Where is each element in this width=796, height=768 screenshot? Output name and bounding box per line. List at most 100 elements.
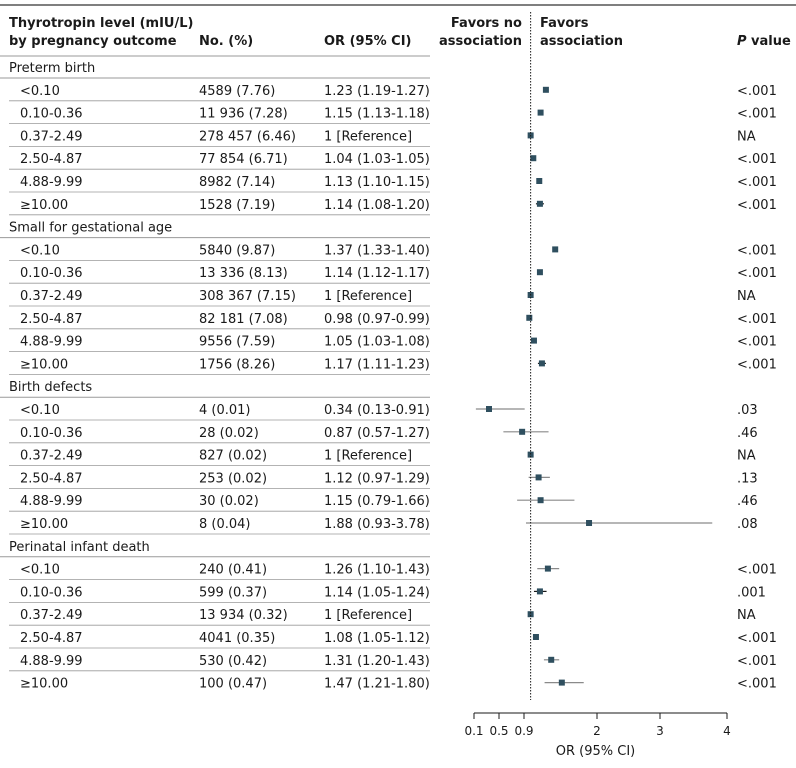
x-axis-tick-label: 0.5 [489, 724, 508, 738]
or-marker [537, 109, 544, 116]
row-pvalue: <.001 [737, 563, 777, 578]
row-label: <0.10 [20, 403, 60, 418]
or-marker [530, 155, 537, 162]
or-marker [530, 337, 537, 344]
row-pvalue: <.001 [737, 243, 777, 258]
row-count: 1756 (8.26) [199, 357, 275, 372]
or-marker [536, 200, 543, 207]
row-or: 0.98 (0.97-0.99) [324, 312, 430, 327]
row-pvalue: <.001 [737, 152, 777, 167]
row-pvalue: <.001 [737, 357, 777, 372]
row-count: 5840 (9.87) [199, 243, 275, 258]
or-marker [486, 406, 492, 412]
row-pvalue: <.001 [737, 631, 777, 646]
row-or: 1 [Reference] [324, 289, 412, 304]
row-or: 0.87 (0.57-1.27) [324, 426, 430, 441]
row-pvalue: <.001 [737, 107, 777, 122]
row-pvalue: .08 [737, 517, 758, 532]
group-heading: Perinatal infant death [9, 540, 150, 555]
row-or: 1.13 (1.10-1.15) [324, 175, 430, 190]
row-or: 1.14 (1.08-1.20) [324, 198, 430, 213]
x-axis-tick-label: 0.1 [464, 724, 483, 738]
row-or: 1 [Reference] [324, 129, 412, 144]
or-marker [527, 451, 534, 458]
or-marker [542, 86, 549, 93]
row-label: ≥10.00 [20, 357, 68, 372]
or-marker [586, 520, 593, 526]
row-label: <0.10 [20, 84, 60, 99]
row-or: 1.17 (1.11-1.23) [324, 357, 430, 372]
x-axis-tick-label: 4 [723, 724, 731, 738]
or-marker [532, 634, 539, 640]
row-label: <0.10 [20, 563, 60, 578]
row-count: 4 (0.01) [199, 403, 251, 418]
row-label: 4.88-9.99 [20, 335, 83, 350]
row-count: 4589 (7.76) [199, 84, 275, 99]
or-marker [536, 588, 543, 595]
x-axis-label: OR (95% CI) [556, 744, 635, 759]
plot-area [475, 12, 713, 700]
header-or: OR (95% CI) [324, 34, 412, 49]
row-or: 1.31 (1.20-1.43) [324, 654, 430, 669]
group-heading: Birth defects [9, 380, 92, 395]
or-marker [544, 565, 551, 572]
row-label: 0.10-0.36 [20, 585, 83, 600]
row-count: 8 (0.04) [199, 517, 251, 532]
row-or: 1.37 (1.33-1.40) [324, 243, 430, 258]
row-or: 1.88 (0.93-3.78) [324, 517, 430, 532]
row-pvalue: NA [737, 608, 756, 623]
row-count: 530 (0.42) [199, 654, 267, 669]
header-pvalue: P value [737, 34, 791, 49]
row-or: 1.47 (1.21-1.80) [324, 677, 430, 692]
row-or: 1.12 (0.97-1.29) [324, 471, 430, 486]
row-pvalue: NA [737, 289, 756, 304]
or-marker [519, 428, 526, 435]
row-count: 4041 (0.35) [199, 631, 275, 646]
or-marker [548, 656, 555, 663]
row-count: 599 (0.37) [199, 585, 267, 600]
row-label: 0.10-0.36 [20, 107, 83, 122]
row-pvalue: <.001 [737, 266, 777, 281]
row-label: 0.10-0.36 [20, 266, 83, 281]
row-or: 1.15 (1.13-1.18) [324, 107, 430, 122]
row-pvalue: <.001 [737, 312, 777, 327]
row-pvalue: <.001 [737, 84, 777, 99]
row-label: 2.50-4.87 [20, 471, 83, 486]
row-or: 1.04 (1.03-1.05) [324, 152, 430, 167]
row-or: 1.08 (1.05-1.12) [324, 631, 430, 646]
header-pvalue-italic: P [737, 34, 747, 49]
row-count: 13 336 (8.13) [199, 266, 288, 281]
or-marker [537, 497, 544, 504]
row-count: 240 (0.41) [199, 563, 267, 578]
row-label: 0.37-2.49 [20, 289, 83, 304]
table-rows: Preterm birth <0.10 4589 (7.76) 1.23 (1.19-… [0, 61, 777, 692]
header-favors-line1: Favors [540, 16, 589, 31]
row-pvalue: <.001 [737, 335, 777, 350]
or-marker [538, 360, 545, 367]
header-favors-no-line1: Favors no [451, 16, 522, 31]
row-label: <0.10 [20, 243, 60, 258]
or-marker [536, 269, 543, 276]
row-count: 11 936 (7.28) [199, 107, 288, 122]
row-label: ≥10.00 [20, 677, 68, 692]
row-pvalue: .46 [737, 494, 758, 509]
row-pvalue: NA [737, 129, 756, 144]
header-category-line1: Thyrotropin level (mIU/L) [9, 16, 193, 31]
row-count: 100 (0.47) [199, 677, 267, 692]
group-heading: Preterm birth [9, 61, 95, 76]
row-count: 13 934 (0.32) [199, 608, 288, 623]
row-pvalue: .46 [737, 426, 758, 441]
row-label: 0.10-0.36 [20, 426, 83, 441]
row-label: 4.88-9.99 [20, 494, 83, 509]
row-label: 0.37-2.49 [20, 129, 83, 144]
row-count: 9556 (7.59) [199, 335, 275, 350]
row-or: 1 [Reference] [324, 449, 412, 464]
x-axis-tick-label: 2 [593, 724, 601, 738]
row-pvalue: .001 [737, 585, 766, 600]
row-count: 1528 (7.19) [199, 198, 275, 213]
row-pvalue: <.001 [737, 175, 777, 190]
group-heading: Small for gestational age [9, 221, 172, 236]
row-label: 2.50-4.87 [20, 152, 83, 167]
row-label: ≥10.00 [20, 517, 68, 532]
